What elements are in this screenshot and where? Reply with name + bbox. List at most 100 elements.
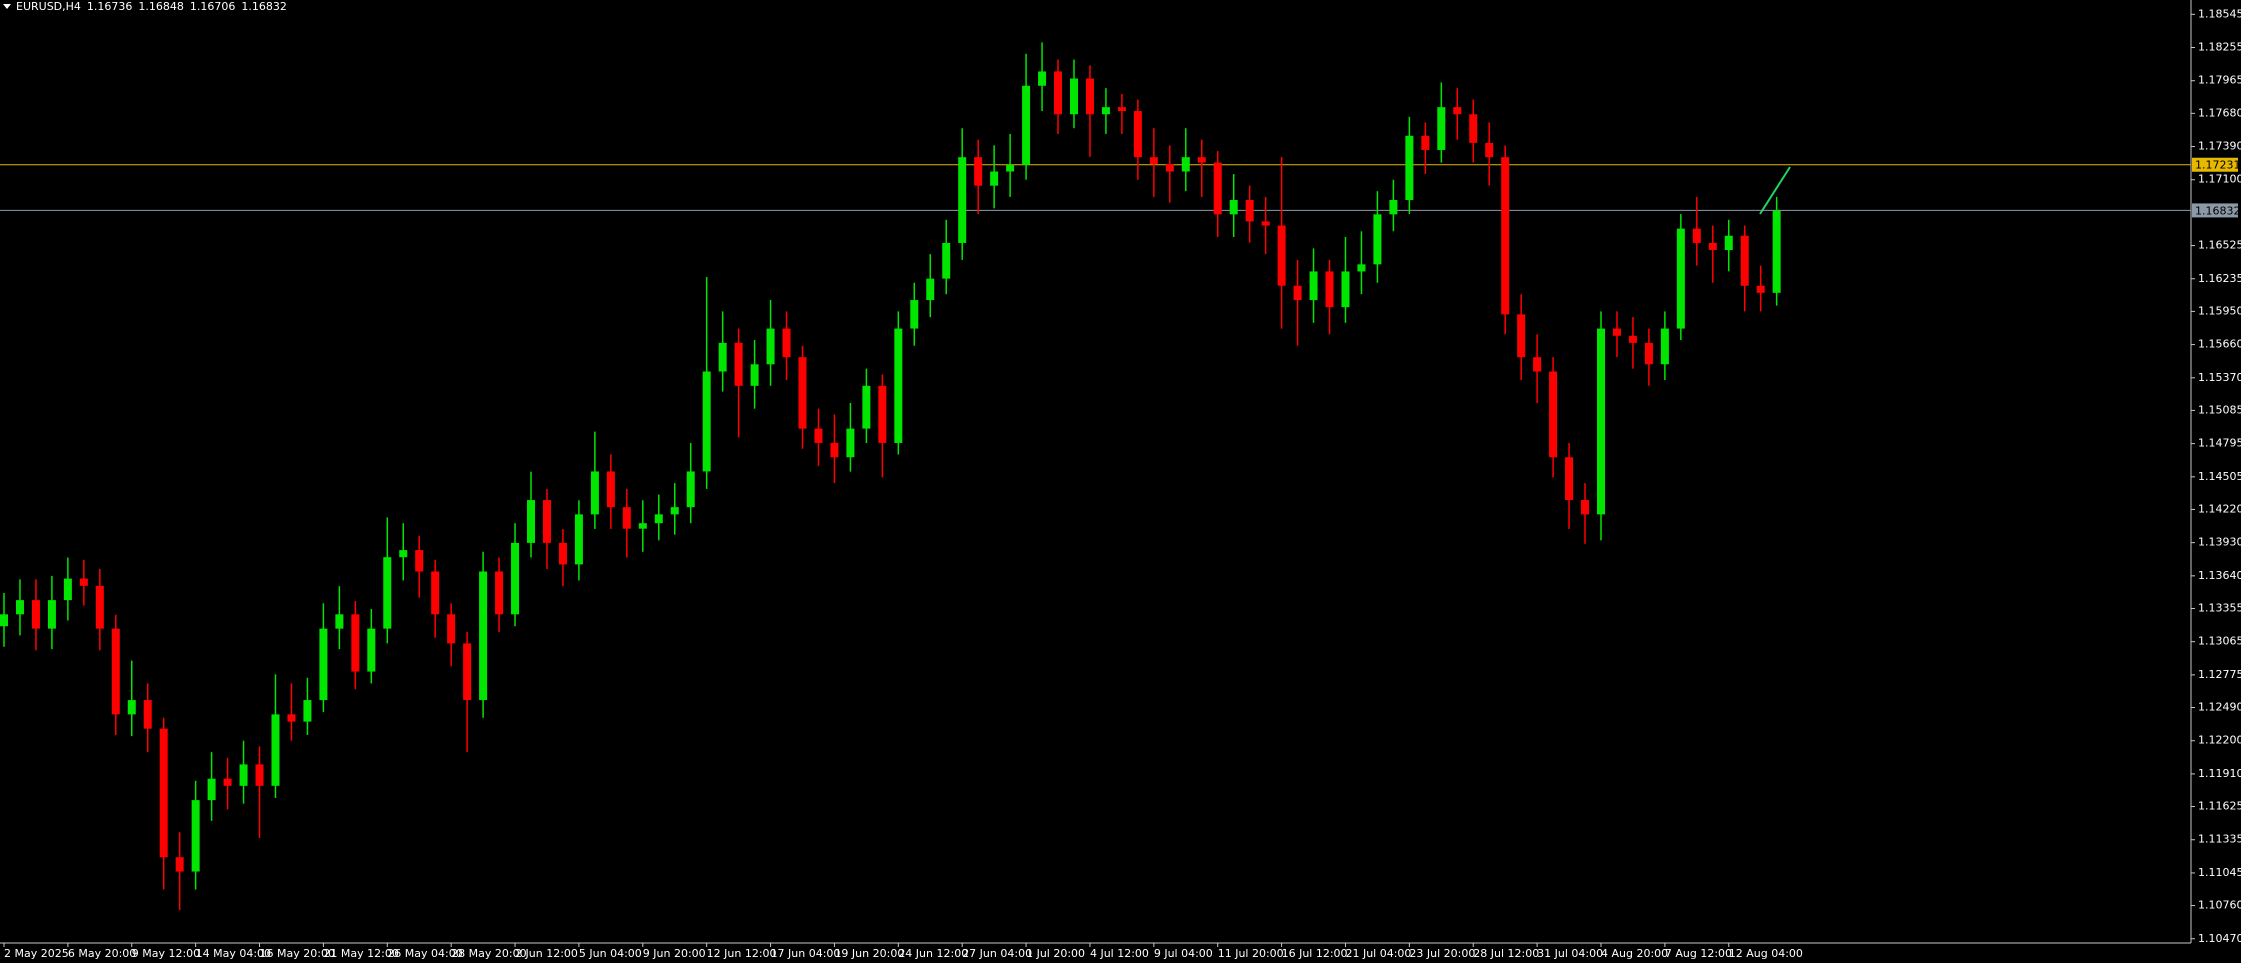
candle-body <box>590 471 599 515</box>
x-tick-label: 31 Jul 04:00 <box>1537 947 1603 960</box>
x-tick-label: 24 Jun 12:00 <box>898 947 968 960</box>
y-tick-label: 1.17390 <box>2198 140 2241 153</box>
candle-body <box>654 514 663 524</box>
candle-body <box>1405 135 1414 201</box>
x-tick-label: 9 Jun 20:00 <box>643 947 706 960</box>
candle-body <box>894 328 903 443</box>
y-tick-label: 1.18255 <box>2198 41 2241 54</box>
y-tick-label: 1.18545 <box>2198 7 2241 20</box>
candle-body <box>1293 285 1302 301</box>
x-tick-label: 2 May 2025 <box>4 947 69 960</box>
y-tick-label: 1.13640 <box>2198 569 2241 582</box>
y-tick-label: 1.13355 <box>2198 601 2241 614</box>
symbol: EURUSD,H4 <box>16 0 81 13</box>
candle-body <box>271 714 280 786</box>
candle-body <box>367 628 376 672</box>
candle-body <box>47 600 56 629</box>
candle-body <box>862 385 871 429</box>
candle-body <box>1229 200 1238 215</box>
candle-body <box>1341 271 1350 308</box>
candle-body <box>1517 314 1526 358</box>
x-tick-label: 4 Jul 12:00 <box>1090 947 1149 960</box>
trend-line[interactable] <box>1759 166 1791 215</box>
x-tick-label: 2 Jun 12:00 <box>515 947 578 960</box>
candle-body <box>574 514 583 565</box>
candle-body <box>1660 328 1669 365</box>
candle-body <box>1628 335 1637 343</box>
candle-body <box>447 614 456 644</box>
candle-body <box>1325 271 1334 308</box>
candle-body <box>1006 164 1015 172</box>
candle-body <box>255 764 264 786</box>
x-tick-label: 27 Jun 04:00 <box>962 947 1032 960</box>
candle-body <box>1022 85 1031 165</box>
candle-body <box>1676 228 1685 329</box>
candle-body <box>79 578 88 586</box>
candle-body <box>1501 157 1510 315</box>
candle-body <box>351 614 360 672</box>
candle-body <box>1724 235 1733 251</box>
candle-body <box>1245 200 1254 222</box>
candle-body <box>1692 228 1701 243</box>
candle-body <box>95 585 104 629</box>
x-tick-label: 1 Jul 20:00 <box>1026 947 1085 960</box>
header-value: 1.16706 <box>190 0 236 13</box>
candle-body <box>734 342 743 386</box>
x-tick-label: 23 Jul 20:00 <box>1409 947 1475 960</box>
y-tick-label: 1.17100 <box>2198 173 2241 186</box>
y-tick-label: 1.14505 <box>2198 470 2241 483</box>
y-tick-label: 1.11045 <box>2198 866 2241 879</box>
y-tick-label: 1.10470 <box>2198 932 2241 945</box>
candle-body <box>1437 107 1446 150</box>
candle-body <box>191 800 200 872</box>
candle-body <box>159 728 168 858</box>
candle-body <box>1309 271 1318 301</box>
candle-body <box>207 778 216 801</box>
candle-body <box>0 614 8 627</box>
x-tick-label: 26 May 04:00 <box>387 947 462 960</box>
y-tick-label: 1.17680 <box>2198 106 2241 119</box>
candle-body <box>1117 107 1126 112</box>
candle-body <box>1357 264 1366 272</box>
candle-body <box>239 764 248 786</box>
candle-body <box>1181 157 1190 172</box>
candle-body <box>718 342 727 372</box>
y-tick-label: 1.14795 <box>2198 437 2241 450</box>
candle-body <box>830 442 839 458</box>
candle-body <box>1101 107 1110 115</box>
candle-body <box>463 643 472 701</box>
header-arrow[interactable] <box>3 4 11 9</box>
x-tick-label: 21 Jul 04:00 <box>1345 947 1411 960</box>
x-tick-label: 12 Jun 12:00 <box>707 947 777 960</box>
candle-body <box>1054 71 1063 115</box>
candle-body <box>766 328 775 365</box>
price-label: 1.16832 <box>2195 204 2241 217</box>
candle-body <box>622 507 631 529</box>
x-tick-label: 16 May 20:00 <box>260 947 335 960</box>
candle-body <box>1149 157 1158 165</box>
x-tick-label: 7 Aug 12:00 <box>1665 947 1732 960</box>
y-tick-label: 1.13065 <box>2198 635 2241 648</box>
candle-body <box>527 500 536 543</box>
candle-body <box>1277 225 1286 286</box>
candle-body <box>1389 200 1398 215</box>
candle-body <box>558 542 567 565</box>
y-tick-label: 1.12200 <box>2198 734 2241 747</box>
x-tick-label: 28 Jul 12:00 <box>1473 947 1539 960</box>
x-tick-label: 6 May 20:00 <box>68 947 136 960</box>
y-tick-label: 1.15370 <box>2198 371 2241 384</box>
candle-body <box>143 700 152 729</box>
candle-body <box>415 550 424 572</box>
y-tick-label: 1.11625 <box>2198 800 2241 813</box>
x-tick-label: 21 May 12:00 <box>323 947 398 960</box>
candle-body <box>175 857 184 872</box>
y-tick-label: 1.12490 <box>2198 701 2241 714</box>
x-tick-label: 11 Jul 20:00 <box>1218 947 1284 960</box>
candle-body <box>15 600 24 615</box>
x-tick-label: 5 Jun 04:00 <box>579 947 642 960</box>
x-tick-label: 17 Jun 04:00 <box>771 947 841 960</box>
candle-body <box>1197 157 1206 163</box>
candle-body <box>287 714 296 722</box>
